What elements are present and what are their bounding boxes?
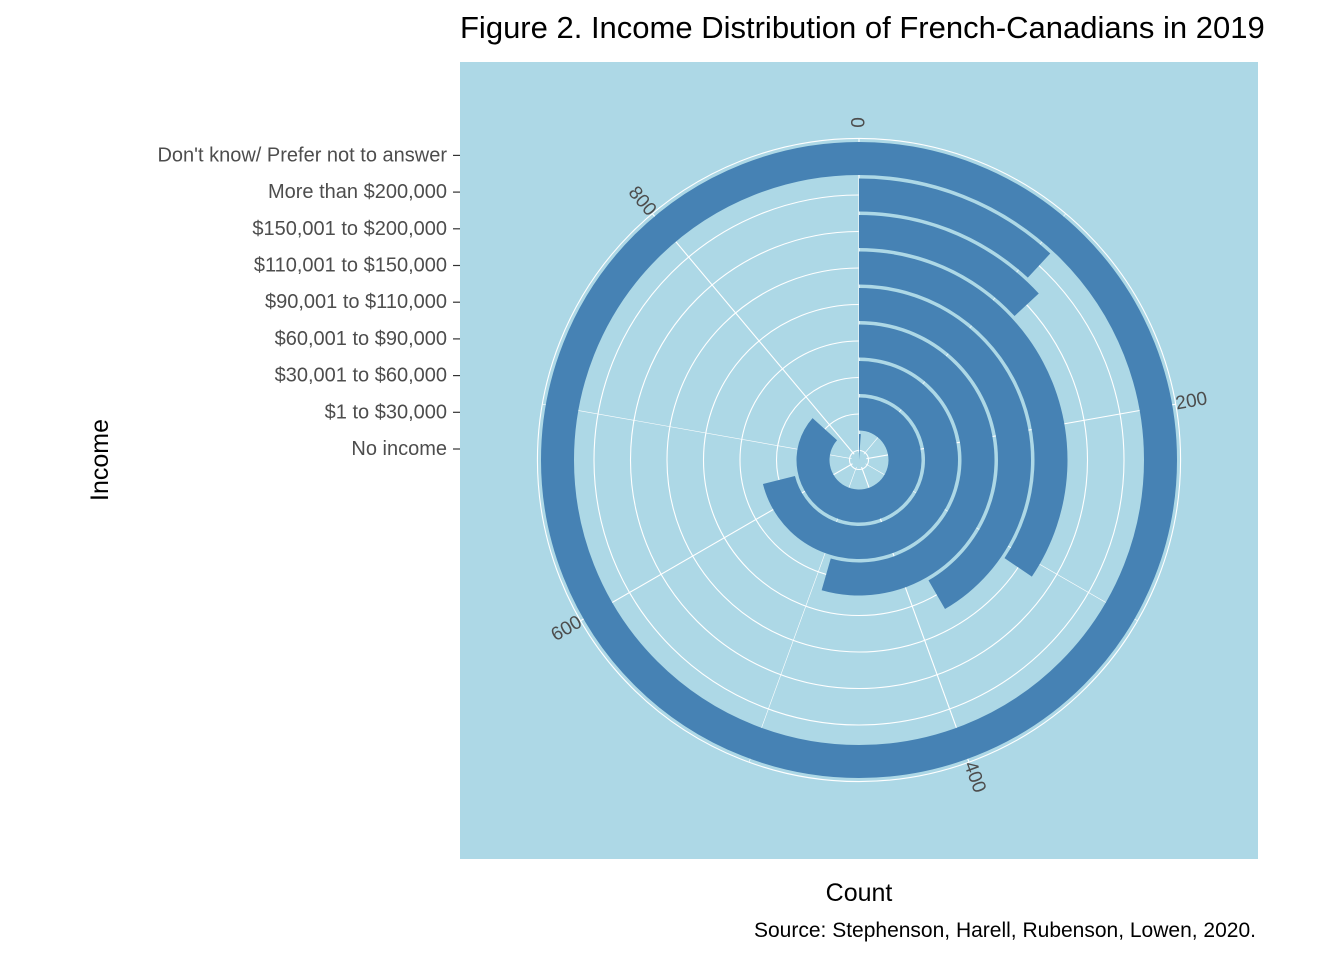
category-label: $1 to $30,000 <box>325 401 447 423</box>
category-label: More than $200,000 <box>268 181 447 203</box>
y-axis-title: Income <box>86 419 114 501</box>
bar-more-than-200-000 <box>859 178 1051 278</box>
tick-label: 0 <box>849 117 870 128</box>
category-label: $30,001 to $60,000 <box>275 365 447 387</box>
bars <box>541 142 1177 778</box>
grid-circle-outer <box>536 137 1182 783</box>
bar-no-income <box>859 434 861 460</box>
category-label: Don't know/ Prefer not to answer <box>157 144 447 166</box>
bar-60-001-to-90-000 <box>821 324 995 596</box>
category-label: $110,001 to $150,000 <box>254 255 447 277</box>
x-axis-title: Count <box>826 879 893 907</box>
bar-90-001-to-110-000 <box>859 288 1031 609</box>
category-label: $150,001 to $200,000 <box>252 218 447 240</box>
bar-don-t-know-prefer-not-to-answer <box>541 142 1177 778</box>
chart-title: Figure 2. Income Distribution of French-… <box>460 10 1265 45</box>
bar-110-001-to-150-000 <box>859 251 1068 577</box>
category-label: $90,001 to $110,000 <box>265 291 447 313</box>
grid-spoke-major <box>651 213 855 455</box>
bar-150-001-to-200-000 <box>859 215 1039 316</box>
source-caption: Source: Stephenson, Harell, Rubenson, Lo… <box>753 919 1256 942</box>
bar-1-to-30-000 <box>796 397 922 523</box>
category-label: No income <box>351 438 447 460</box>
category-axis: No income $1 to $30,000 $30,001 to $60,000… <box>157 144 460 460</box>
bar-30-001-to-60-000 <box>762 360 958 559</box>
category-label: $60,001 to $90,000 <box>275 328 447 350</box>
